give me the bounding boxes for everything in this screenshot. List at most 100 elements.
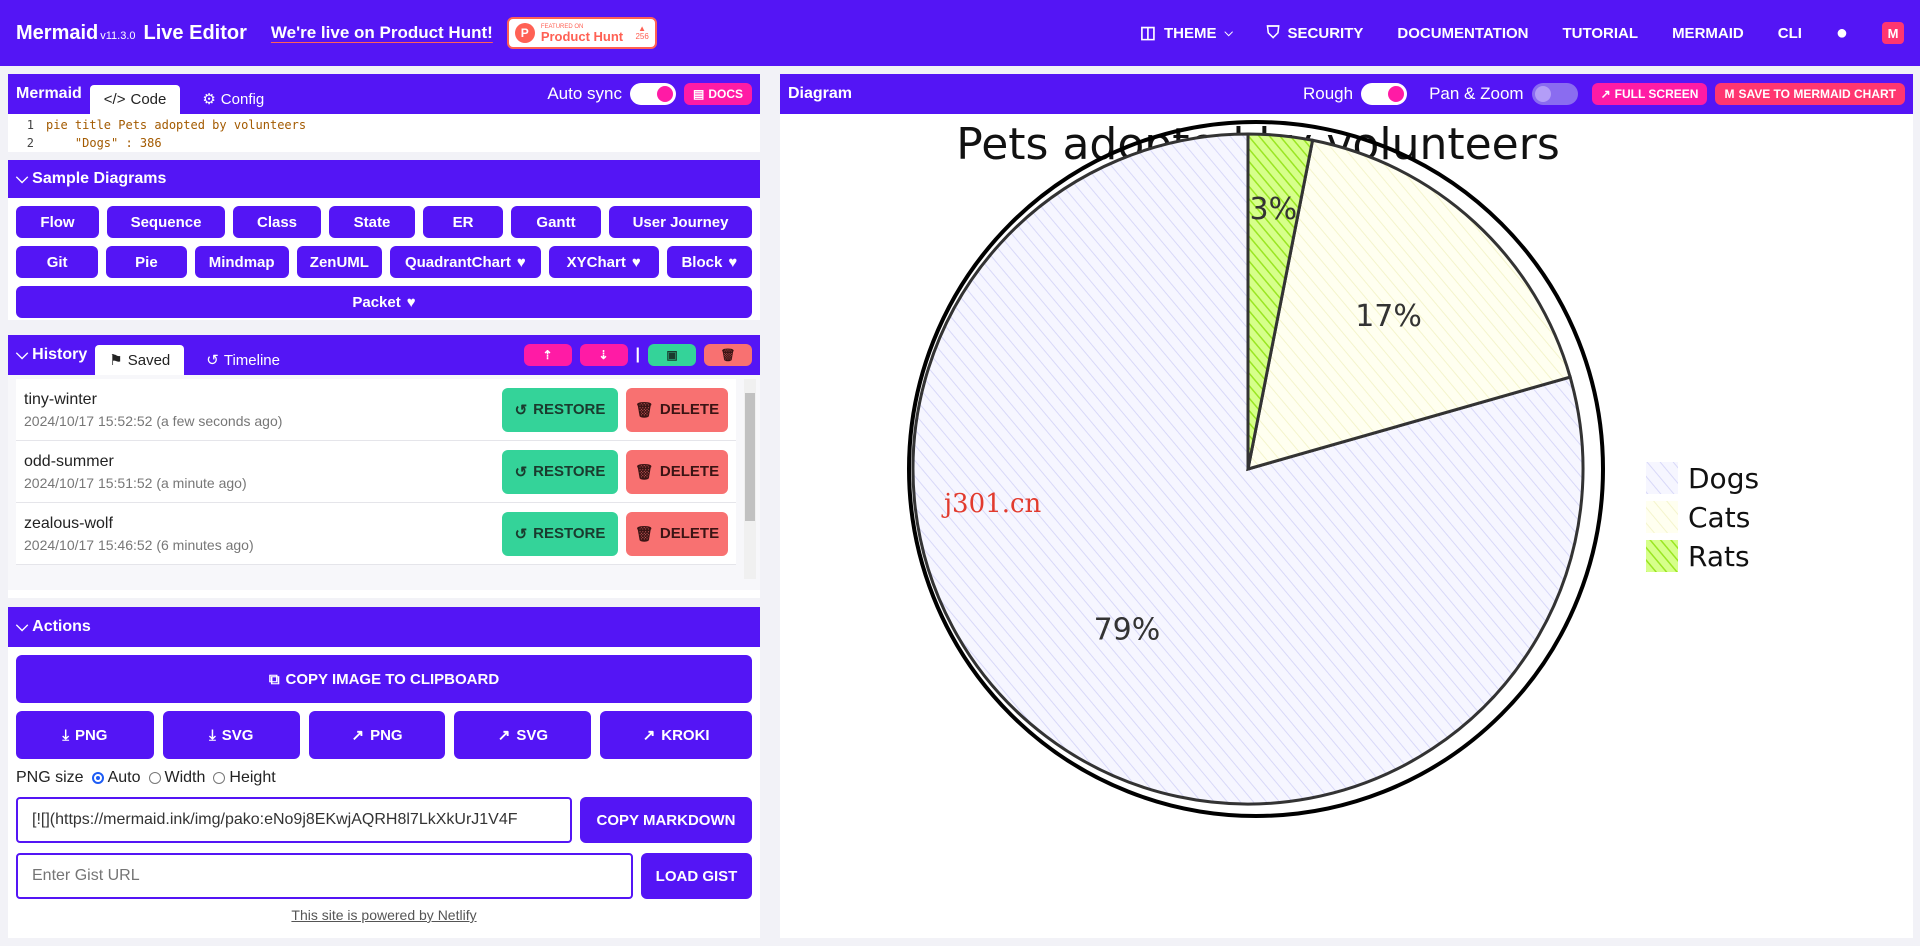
sample-quadrantchart-button[interactable]: QuadrantChart ♥: [390, 246, 541, 278]
delete-button[interactable]: 🗑 DELETE: [626, 449, 728, 494]
save-to-mermaid-chart-button[interactable]: M SAVE TO MERMAID CHART: [1715, 83, 1905, 105]
tab-config[interactable]: ⚙ Config: [188, 84, 278, 114]
size-auto-radio[interactable]: [91, 772, 104, 784]
open-svg-button[interactable]: ↗ SVG: [454, 711, 592, 759]
download-svg-button[interactable]: ⤓ SVG: [162, 711, 300, 759]
delete-label: DELETE: [659, 463, 720, 480]
size-auto-label: Auto: [107, 769, 141, 786]
size-height-radio[interactable]: [213, 772, 226, 784]
brand-suffix: Live Editor: [143, 21, 247, 44]
download-icon: ⤓: [62, 726, 69, 744]
history-item-name: zealous-wolf: [24, 514, 113, 532]
heart-icon: ♥: [631, 253, 641, 271]
pie-label-dogs: 79%: [1094, 612, 1161, 647]
sample-flow-button[interactable]: Flow: [16, 206, 99, 238]
sample-pie-button[interactable]: Pie: [106, 246, 187, 278]
sample-state-button[interactable]: State: [329, 206, 415, 238]
pie-slice-dogs: [911, 132, 1585, 806]
actions-header[interactable]: ⌵ Actions: [8, 607, 760, 647]
rough-toggle[interactable]: [1361, 83, 1408, 105]
tab-saved[interactable]: ⚑ Saved: [95, 345, 185, 375]
nav-mermaid[interactable]: MERMAID: [1672, 25, 1744, 42]
sample-er-button[interactable]: ER: [423, 206, 503, 238]
sample-packet-button[interactable]: Packet ♥: [16, 286, 752, 318]
code-line: 2 "Dogs" : 386: [8, 134, 760, 152]
history-item-date: 2024/10/17 15:46:52 (6 minutes ago): [24, 536, 254, 553]
product-hunt-link[interactable]: We're live on Product Hunt!: [270, 23, 493, 42]
auto-sync-toggle[interactable]: [629, 83, 676, 105]
kroki-label: KROKI: [661, 726, 710, 744]
markdown-field[interactable]: [![](https://mermaid.ink/img/pako:eNo9j8…: [16, 797, 572, 843]
delete-button[interactable]: 🗑 DELETE: [626, 387, 728, 432]
nav-documentation[interactable]: DOCUMENTATION: [1397, 25, 1528, 42]
history-scrollbar[interactable]: [744, 379, 756, 579]
sample-diagrams-header[interactable]: ⌵ Sample Diagrams: [8, 160, 760, 198]
actions-panel: ⌵ Actions ⧉ COPY IMAGE TO CLIPBOARD ⤓ PNG …: [8, 607, 760, 938]
sample-gantt-button[interactable]: Gantt: [511, 206, 601, 238]
pan-zoom-label: Pan & Zoom: [1429, 84, 1524, 103]
main-nav: ◫ THEME ⌵ ⛉ SECURITY DOCUMENTATION TUTORIAL…: [1140, 22, 1904, 45]
chevron-down-icon[interactable]: ⌵: [16, 346, 29, 363]
tab-code[interactable]: </> Code: [89, 85, 181, 114]
pie-label-cats: 17%: [1355, 299, 1422, 334]
scrollbar-thumb[interactable]: [745, 393, 755, 521]
nav-security[interactable]: ⛉ SECURITY: [1267, 23, 1364, 43]
sample-sequence-button[interactable]: Sequence: [107, 206, 225, 238]
sample-git-button[interactable]: Git: [16, 246, 99, 278]
sample-zenuml-button[interactable]: ZenUML: [296, 246, 382, 278]
pan-zoom-toggle[interactable]: [1531, 83, 1578, 105]
copy-image-label: COPY IMAGE TO CLIPBOARD: [285, 670, 500, 688]
sample-block-button[interactable]: Block ♥: [666, 246, 752, 278]
nav-security-label: SECURITY: [1287, 24, 1364, 42]
size-width-radio[interactable]: [148, 772, 161, 784]
full-screen-button[interactable]: ↗ FULL SCREEN: [1591, 83, 1708, 105]
code-area[interactable]: 1 pie title Pets adopted by volunteers 2…: [8, 114, 760, 154]
docs-button[interactable]: ▤ DOCS: [683, 83, 752, 105]
nav-theme[interactable]: ◫ THEME ⌵: [1140, 23, 1233, 43]
restore-button[interactable]: ↺ RESTORE: [502, 511, 618, 556]
sample-xychart-button[interactable]: XYChart ♥: [548, 246, 659, 278]
delete-button[interactable]: 🗑 DELETE: [626, 511, 728, 556]
history-list: tiny-winter 2024/10/17 15:52:52 (a few s…: [8, 375, 760, 590]
netlify-footer-link[interactable]: This site is powered by Netlify: [291, 907, 477, 923]
gist-url-input[interactable]: [32, 867, 617, 885]
restore-button[interactable]: ↺ RESTORE: [502, 449, 618, 494]
open-png-button[interactable]: ↗ PNG: [308, 711, 446, 759]
gist-url-field[interactable]: [16, 853, 633, 899]
nav-cli[interactable]: CLI: [1778, 25, 1802, 42]
history-header: ⌵ History ⚑ Saved ↺ Timeline ⇡ ⇣ | ▣ 🗑: [8, 335, 760, 375]
brand[interactable]: Mermaid v11.3.0 Live Editor: [16, 22, 247, 45]
block-label: Block: [681, 253, 723, 271]
restore-button[interactable]: ↺ RESTORE: [502, 387, 618, 432]
sample-mindmap-button[interactable]: Mindmap: [194, 246, 289, 278]
badge-name: Product Hunt: [540, 28, 624, 44]
upload-button[interactable]: ⇡: [523, 344, 572, 366]
nav-tutorial[interactable]: TUTORIAL: [1563, 25, 1639, 42]
save-history-button[interactable]: ▣: [648, 344, 696, 366]
download-button[interactable]: ⇣: [579, 344, 628, 366]
sample-class-button[interactable]: Class: [233, 206, 321, 238]
tab-timeline[interactable]: ↺ Timeline: [192, 345, 294, 375]
sample-user-journey-button[interactable]: User Journey: [609, 206, 752, 238]
clear-history-button[interactable]: 🗑: [704, 344, 752, 366]
load-gist-button[interactable]: LOAD GIST: [641, 853, 752, 899]
copy-markdown-button[interactable]: COPY MARKDOWN: [580, 797, 752, 843]
external-link-icon: ↗: [642, 727, 656, 744]
download-png-button[interactable]: ⤓ PNG: [16, 711, 154, 759]
pie-slice-cats: [1246, 138, 1572, 472]
copy-image-button[interactable]: ⧉ COPY IMAGE TO CLIPBOARD: [16, 655, 752, 703]
upvote-icon: ▲: [638, 24, 647, 33]
badge-featured: FEATURED ON: [540, 23, 584, 30]
product-hunt-badge[interactable]: P FEATURED ON Product Hunt ▲ 256: [506, 17, 657, 49]
kroki-button[interactable]: ↗ KROKI: [600, 711, 752, 759]
download-svg-label: SVG: [221, 726, 254, 744]
brand-name: Mermaid: [16, 21, 99, 44]
github-icon[interactable]: ●: [1835, 21, 1848, 44]
mermaid-chart-logo-icon[interactable]: M: [1882, 22, 1904, 44]
save-chart-label: SAVE TO MERMAID CHART: [1738, 87, 1896, 101]
sample-diagrams-panel: ⌵ Sample Diagrams Flow Sequence Class St…: [8, 160, 760, 320]
heart-icon: ♥: [406, 293, 416, 311]
legend-label-rats: Rats: [1688, 540, 1750, 573]
